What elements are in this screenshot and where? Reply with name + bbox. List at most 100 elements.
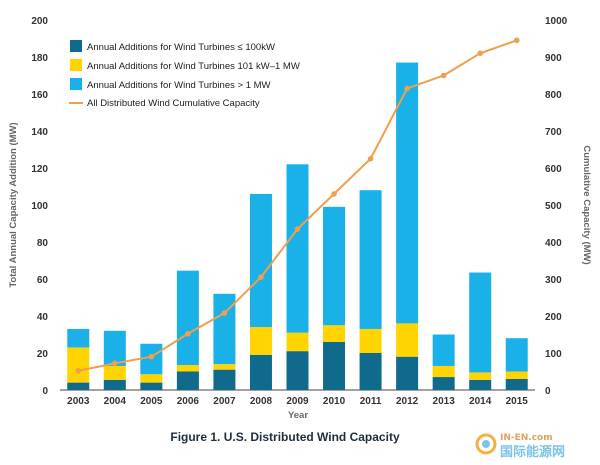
- y-left-tick-label: 140: [31, 127, 48, 138]
- bar-segment-large: [249, 193, 272, 328]
- y-left-tick-label: 0: [42, 386, 48, 397]
- cumulative-point: [148, 353, 155, 360]
- y-left-tick-label: 180: [31, 53, 48, 64]
- legend-swatch-mid: [70, 59, 82, 71]
- watermark-sun-core: [482, 440, 490, 448]
- bar-segment-large: [213, 293, 236, 365]
- bar-segment-large: [286, 164, 309, 333]
- x-tick-label: 2011: [360, 396, 382, 407]
- bar-segment-mid: [67, 347, 90, 383]
- watermark-name: 国际能源网: [500, 444, 565, 460]
- x-tick-label: 2012: [396, 396, 419, 407]
- x-tick-label: 2008: [250, 396, 273, 407]
- x-tick-label: 2007: [213, 396, 236, 407]
- legend-swatch-large: [70, 78, 82, 90]
- bar-segment-mid: [323, 325, 346, 342]
- x-tick-label: 2014: [469, 396, 492, 407]
- y-axis-left-ticks: 0 20 40 60 80 100 120 140 160 180 200: [31, 16, 48, 397]
- cumulative-point: [477, 50, 483, 57]
- y-left-tick-label: 40: [37, 312, 49, 323]
- bar-segment-mid: [359, 328, 382, 353]
- bar-segment-mid: [396, 323, 419, 357]
- bar-segment-large: [176, 270, 199, 366]
- legend-label-large: Annual Additions for Wind Turbines > 1 M…: [87, 80, 271, 91]
- y-right-tick-label: 500: [545, 201, 562, 212]
- y-left-tick-label: 60: [37, 275, 49, 286]
- bar-segment-large: [323, 206, 346, 326]
- cumulative-point: [404, 85, 410, 92]
- bar-segment-small: [505, 378, 528, 390]
- bar-segment-mid: [432, 365, 455, 378]
- y-right-tick-label: 800: [545, 90, 562, 101]
- cumulative-point: [75, 367, 82, 374]
- legend-label-line: All Distributed Wind Cumulative Capacity: [87, 98, 260, 109]
- legend-label-small: Annual Additions for Wind Turbines ≤ 100…: [87, 42, 275, 53]
- y-left-tick-label: 160: [31, 90, 48, 101]
- x-tick-label: 2009: [286, 396, 309, 407]
- bar-segment-mid: [213, 364, 236, 370]
- cumulative-point: [440, 72, 447, 79]
- bar-segment-large: [103, 330, 126, 366]
- bar-segment-small: [176, 371, 199, 390]
- cumulative-point: [513, 37, 520, 44]
- x-tick-label: 2005: [140, 396, 163, 407]
- figure-caption: Figure 1. U.S. Distributed Wind Capacity: [170, 430, 400, 444]
- bar-segment-large: [469, 272, 492, 373]
- cumulative-point: [331, 191, 337, 197]
- bar-segment-mid: [505, 371, 528, 379]
- watermark-sun-icon: [475, 433, 497, 455]
- bar-segment-mid: [249, 327, 272, 355]
- cumulative-point: [221, 310, 228, 316]
- bar-series: [67, 62, 528, 390]
- y-left-tick-label: 20: [37, 349, 49, 360]
- y-right-tick-label: 200: [545, 312, 562, 323]
- bar-segment-small: [396, 356, 419, 390]
- cumulative-point: [294, 226, 301, 232]
- x-tick-label: 2013: [433, 396, 456, 407]
- bar-segment-large: [505, 338, 528, 372]
- legend-label-mid: Annual Additions for Wind Turbines 101 k…: [87, 61, 300, 72]
- bar-segment-small: [286, 351, 309, 390]
- y-right-tick-label: 700: [545, 127, 562, 138]
- x-axis-title: Year: [288, 410, 308, 421]
- cumulative-point: [258, 274, 264, 280]
- bar-segment-mid: [103, 365, 126, 380]
- y-right-tick-label: 900: [545, 53, 562, 64]
- y-left-tick-label: 120: [31, 164, 48, 175]
- y-right-tick-label: 600: [545, 164, 562, 175]
- x-axis-ticks: 2003 2004 2005 2006 2007 2008 2009 2010 2011 2012…: [67, 396, 528, 407]
- x-tick-label: 2006: [177, 396, 200, 407]
- cumulative-line-series: [75, 37, 520, 374]
- watermark-logo: IN-EN.com 国际能源网: [475, 433, 565, 460]
- y-left-tick-label: 200: [31, 16, 48, 27]
- y-right-tick-label: 100: [545, 349, 562, 360]
- cumulative-point: [367, 155, 374, 162]
- bar-segment-small: [359, 353, 382, 390]
- y-left-tick-label: 80: [37, 238, 49, 249]
- y-axis-right-title: Cumulative Capacity (MW): [581, 145, 592, 264]
- cumulative-point: [112, 360, 118, 367]
- bar-segment-large: [67, 328, 90, 348]
- bar-segment-small: [213, 369, 236, 390]
- watermark-site: IN-EN.com: [500, 433, 553, 443]
- cumulative-point: [185, 330, 191, 337]
- y-right-tick-label: 1000: [545, 16, 568, 27]
- legend-swatch-small: [70, 40, 82, 52]
- bar-segment-small: [103, 379, 126, 390]
- y-right-tick-label: 0: [545, 386, 551, 397]
- bar-segment-mid: [286, 332, 309, 352]
- y-axis-right-ticks: 0 100 200 300 400 500 600 700 800 900 1000: [545, 16, 568, 397]
- bar-segment-mid: [140, 374, 163, 383]
- bar-segment-large: [432, 334, 455, 366]
- legend: Annual Additions for Wind Turbines ≤ 100…: [69, 40, 300, 109]
- y-right-tick-label: 300: [545, 275, 562, 286]
- y-right-tick-label: 400: [545, 238, 562, 249]
- y-left-tick-label: 100: [31, 201, 48, 212]
- bar-segment-mid: [176, 365, 199, 372]
- bar-segment-large: [359, 190, 382, 329]
- bar-segment-small: [67, 382, 90, 390]
- y-axis-left-title: Total Annual Capacity Addition (MW): [8, 122, 19, 287]
- bar-segment-small: [323, 341, 346, 390]
- bar-segment-small: [249, 354, 272, 390]
